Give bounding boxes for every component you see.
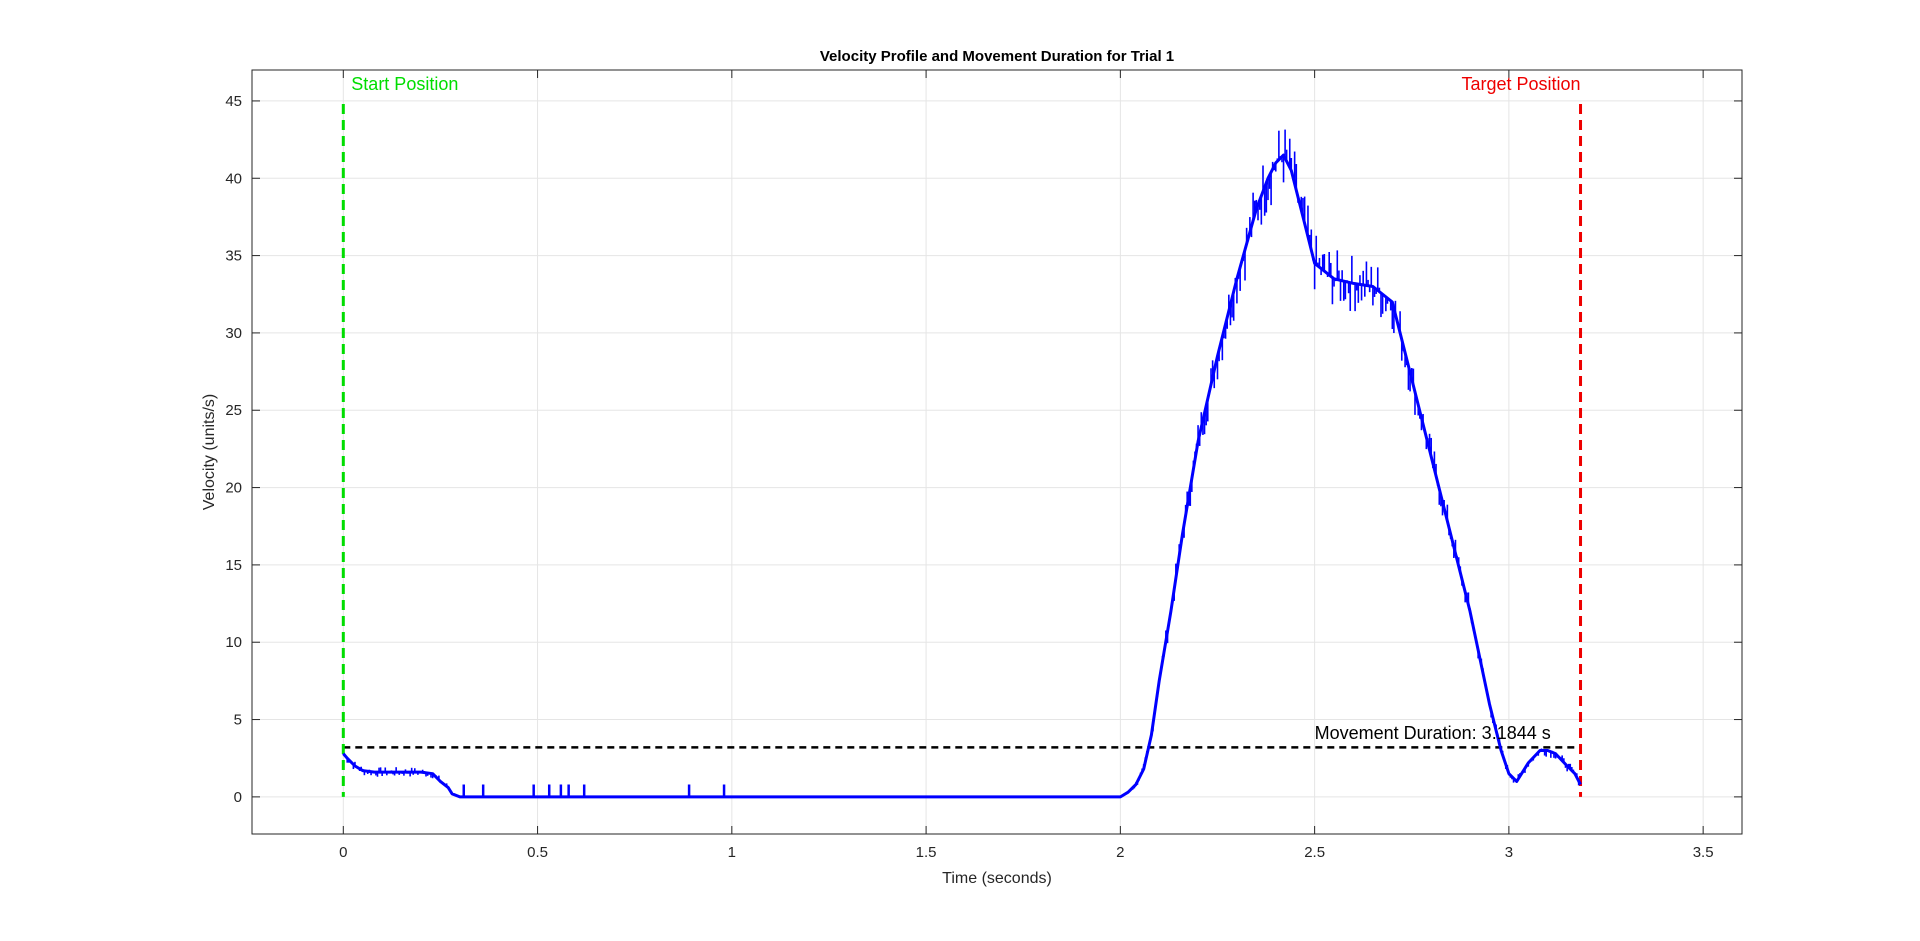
y-tick-label: 20 (225, 480, 242, 497)
y-tick-label: 15 (225, 557, 242, 574)
y-tick-label: 30 (225, 325, 242, 342)
axes: 0 0.5 1 1.5 2 2.5 3 3.5 0 5 10 15 20 25 30 35 40 45 (225, 69, 1743, 861)
x-tick-label: 1 (728, 844, 736, 861)
y-tick-label: 10 (225, 634, 242, 651)
grid (252, 70, 1742, 834)
chart-title: Velocity Profile and Movement Duration f… (820, 48, 1174, 65)
x-tick-label: 0 (339, 844, 347, 861)
x-tick-label: 1.5 (916, 844, 937, 861)
chart-text: Velocity Profile and Movement Duration f… (201, 48, 1581, 887)
x-tick-label: 3.5 (1693, 844, 1714, 861)
movement-duration-label: Movement Duration: 3.1844 s (1315, 723, 1551, 743)
target-position-label: Target Position (1461, 74, 1580, 94)
x-axis-title: Time (seconds) (942, 870, 1052, 887)
x-tick-label: 2 (1116, 844, 1124, 861)
plot-frame (251, 69, 1743, 835)
y-tick-label: 5 (234, 712, 242, 729)
y-tick-label: 40 (225, 170, 242, 187)
start-position-label: Start Position (351, 74, 458, 94)
y-tick-label: 35 (225, 248, 242, 265)
reference-lines (341, 104, 1583, 797)
x-tick-label: 0.5 (527, 844, 548, 861)
x-tick-label: 2.5 (1304, 844, 1325, 861)
x-tick-label: 3 (1505, 844, 1513, 861)
y-axis-title: Velocity (units/s) (201, 394, 218, 510)
y-tick-label: 25 (225, 402, 242, 419)
y-tick-label: 45 (225, 93, 242, 110)
velocity-series-line (342, 153, 1582, 799)
y-tick-label: 0 (234, 789, 242, 806)
series (342, 129, 1582, 799)
